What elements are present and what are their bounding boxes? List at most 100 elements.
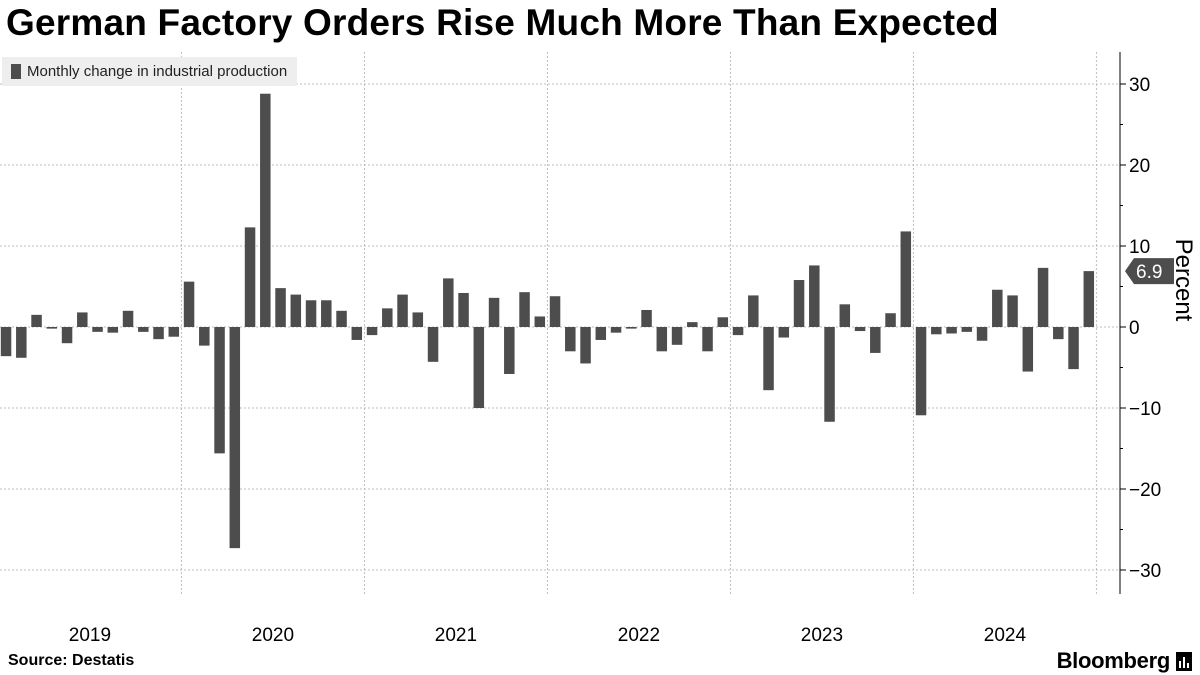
legend-label: Monthly change in industrial production xyxy=(27,63,288,80)
bar-series xyxy=(0,93,1095,549)
bar xyxy=(305,300,317,327)
bar xyxy=(717,317,729,327)
y-tick-label: 10 xyxy=(1129,237,1150,258)
bar xyxy=(931,327,942,335)
bar xyxy=(61,327,73,344)
bar xyxy=(580,327,591,364)
bar xyxy=(519,292,530,327)
bar xyxy=(610,327,622,333)
y-tick-label: 30 xyxy=(1129,75,1150,96)
bar xyxy=(183,281,195,327)
chart-title: German Factory Orders Rise Much More Tha… xyxy=(6,2,999,43)
bar xyxy=(473,327,485,408)
bar xyxy=(976,327,988,341)
bar xyxy=(321,300,332,327)
bar xyxy=(199,327,210,346)
bar xyxy=(824,327,835,422)
bar xyxy=(92,327,103,332)
y-tick-label: −20 xyxy=(1129,480,1161,501)
bar xyxy=(443,278,454,327)
bar xyxy=(397,294,408,327)
bar xyxy=(1037,267,1049,327)
last-value-label: 6.9 xyxy=(1125,258,1174,285)
bar xyxy=(992,289,1003,327)
bar xyxy=(504,327,515,374)
y-tick-label: 0 xyxy=(1129,318,1140,339)
bar xyxy=(458,292,469,327)
bar xyxy=(778,327,790,338)
source-note: Source: Destatis xyxy=(8,652,135,669)
bar xyxy=(138,327,149,332)
bar xyxy=(1068,327,1079,370)
bar xyxy=(214,327,225,454)
bar xyxy=(915,327,927,416)
bar xyxy=(748,295,759,327)
bar xyxy=(275,288,286,327)
bar xyxy=(732,327,744,336)
legend: Monthly change in industrial production xyxy=(2,57,298,86)
bar xyxy=(488,297,500,327)
bar xyxy=(656,327,668,352)
bar xyxy=(565,327,576,352)
bar xyxy=(1022,327,1034,372)
bloomberg-terminal-icon xyxy=(1176,651,1192,671)
x-tick-label: 2023 xyxy=(801,625,843,646)
y-axis: 30 20 10 0 −10 −20 −30 xyxy=(1119,52,1161,594)
x-tick-label: 2021 xyxy=(435,625,477,646)
x-axis: 2019 2020 2021 2022 2023 2024 xyxy=(69,625,1027,646)
bar xyxy=(534,316,546,327)
bar xyxy=(290,294,302,327)
bar xyxy=(641,309,652,327)
bar xyxy=(16,327,27,358)
bar xyxy=(854,327,866,332)
legend-swatch xyxy=(11,64,21,79)
bar xyxy=(168,327,180,337)
bar xyxy=(107,327,119,333)
x-tick-label: 2019 xyxy=(69,625,111,646)
bar xyxy=(351,327,363,340)
bar xyxy=(687,322,698,327)
bar xyxy=(31,314,42,327)
bar xyxy=(244,227,256,327)
bar xyxy=(793,280,805,327)
bar xyxy=(870,327,881,353)
bar xyxy=(595,327,607,340)
bar xyxy=(1007,295,1018,327)
bar xyxy=(229,327,241,549)
bar xyxy=(260,93,271,327)
bar xyxy=(412,312,424,327)
y-tick-label: 20 xyxy=(1129,156,1150,177)
bar xyxy=(366,327,378,336)
bloomberg-logo: Bloomberg xyxy=(1057,648,1192,674)
bar xyxy=(702,327,713,352)
bar xyxy=(382,308,393,327)
y-tick-label: −30 xyxy=(1129,561,1161,582)
bar xyxy=(763,327,774,391)
bar xyxy=(1053,327,1064,340)
bar xyxy=(885,313,896,327)
bar xyxy=(153,327,164,340)
bar xyxy=(961,327,973,332)
x-tick-label: 2024 xyxy=(984,625,1027,646)
bar xyxy=(946,327,957,334)
bar xyxy=(46,327,58,329)
bar xyxy=(549,296,561,327)
bar xyxy=(336,310,347,327)
brand-name: Bloomberg xyxy=(1056,648,1171,673)
bar xyxy=(122,310,134,327)
bar xyxy=(1083,271,1095,327)
bar xyxy=(0,327,12,357)
y-axis-label: Percent xyxy=(1170,239,1197,322)
bar xyxy=(900,231,912,327)
bar xyxy=(427,327,439,362)
bar xyxy=(671,327,683,345)
bar xyxy=(77,312,88,327)
x-tick-label: 2020 xyxy=(252,625,294,646)
x-tick-label: 2022 xyxy=(618,625,660,646)
bar xyxy=(839,304,851,327)
y-tick-label: −10 xyxy=(1129,399,1161,420)
bar xyxy=(809,265,820,327)
bar xyxy=(626,327,637,329)
last-value-text: 6.9 xyxy=(1136,262,1162,283)
